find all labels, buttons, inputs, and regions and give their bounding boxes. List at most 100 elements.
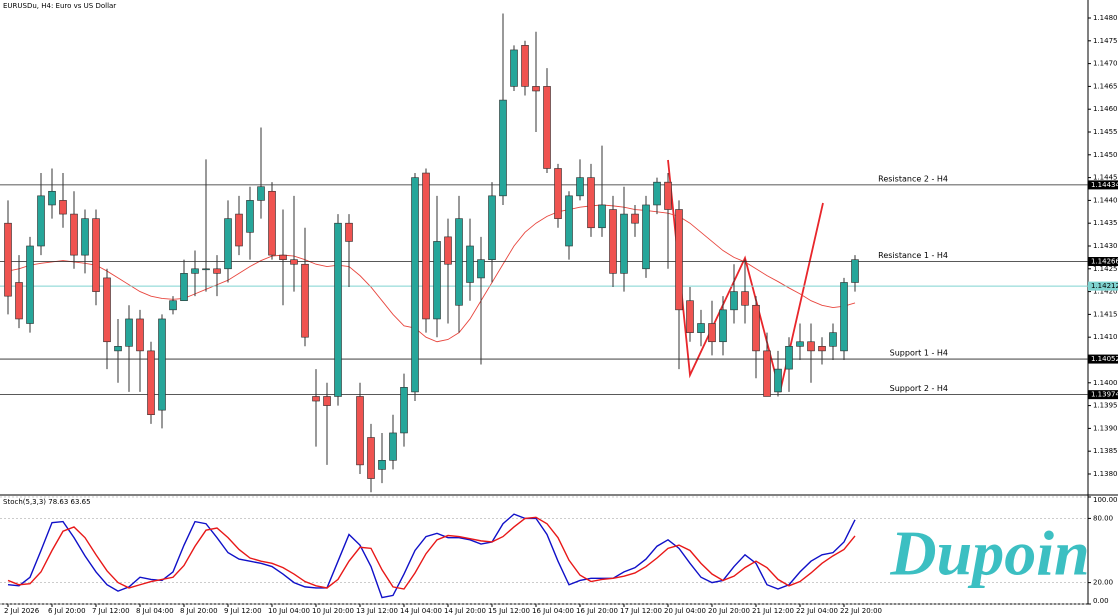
y-tick-label: 1.13800	[1093, 470, 1118, 478]
candle-body	[400, 387, 408, 434]
level-tag	[1088, 180, 1118, 190]
candle-body	[389, 432, 397, 461]
x-tick-label: 20 Jul 20:00	[708, 607, 750, 615]
candle-body	[664, 181, 672, 210]
candle-body	[367, 437, 375, 479]
x-tick-label: 16 Jul 04:00	[532, 607, 574, 615]
candle-body	[345, 222, 353, 242]
candle-body	[763, 350, 771, 397]
candle-body	[334, 222, 342, 397]
candle-body	[444, 236, 452, 265]
candle-body	[807, 341, 815, 352]
candle-body	[356, 396, 364, 466]
candle-body	[312, 396, 320, 402]
candle-body	[81, 218, 89, 256]
y-tick-label: 100.00	[1093, 496, 1118, 504]
candle-body	[477, 259, 485, 279]
level-tag	[1088, 256, 1118, 266]
x-tick-label: 20 Jul 04:00	[664, 607, 706, 615]
stoch-line	[7, 513, 856, 599]
candle-body	[26, 245, 34, 324]
y-tick-label: 1.14350	[1093, 219, 1118, 227]
y-tick-label: 1.14500	[1093, 151, 1118, 159]
y-tick-label: 20.00	[1093, 579, 1113, 587]
candle-body	[59, 200, 67, 215]
x-tick-label: 14 Jul 20:00	[444, 607, 486, 615]
candle-body	[224, 218, 232, 270]
candle-body	[103, 277, 111, 343]
x-tick-label: 6 Jul 20:00	[48, 607, 86, 615]
level-tag-label: 1.14266	[1091, 257, 1118, 265]
candle-body	[521, 45, 529, 87]
candle-body	[653, 181, 661, 206]
x-tick-label: 16 Jul 20:00	[576, 607, 618, 615]
candle-body	[466, 245, 474, 283]
candle-body	[642, 204, 650, 270]
candle-body	[774, 368, 782, 393]
logo: Dupoin	[889, 518, 1089, 589]
candle-body	[92, 218, 100, 292]
y-tick-label: 1.14400	[1093, 196, 1118, 204]
y-tick-label: 1.14100	[1093, 333, 1118, 341]
candle-body	[169, 300, 177, 311]
candle-body	[114, 346, 122, 352]
stoch-line	[7, 516, 856, 590]
price-tag-label: 1.14212	[1091, 282, 1118, 290]
x-tick-label: 14 Jul 04:00	[400, 607, 442, 615]
candle-body	[323, 396, 331, 406]
y-tick-label: 1.13900	[1093, 424, 1118, 432]
y-tick-label: 1.14650	[1093, 82, 1118, 90]
x-tick-label: 9 Jul 12:00	[224, 607, 262, 615]
y-tick-label: 1.14450	[1093, 174, 1118, 182]
candle-body	[532, 86, 540, 92]
level-tag-label: 1.14052	[1091, 355, 1118, 363]
candle-body	[125, 318, 133, 347]
x-tick-label: 8 Jul 20:00	[180, 607, 218, 615]
candle-body	[235, 213, 243, 247]
candle-body	[213, 268, 221, 274]
x-tick-label: 7 Jul 12:00	[92, 607, 130, 615]
candle-body	[829, 332, 837, 347]
candle-body	[268, 190, 276, 256]
y-tick-label: 1.14000	[1093, 379, 1118, 387]
candle-body	[631, 213, 639, 224]
candle-body	[719, 309, 727, 343]
level-name: Support 2 - H4	[890, 384, 948, 393]
level-name: Resistance 1 - H4	[878, 251, 948, 260]
candle-body	[686, 300, 694, 333]
candle-body	[257, 186, 265, 201]
candle-body	[840, 282, 848, 352]
candle-body	[48, 190, 56, 206]
candle-body	[136, 318, 144, 352]
candle-body	[587, 177, 595, 229]
candle-body	[290, 259, 298, 265]
y-tick-label: 1.14700	[1093, 60, 1118, 68]
candle-body	[246, 200, 254, 233]
level-tag-label: 1.14434	[1091, 181, 1118, 189]
candle-body	[675, 209, 683, 311]
candle-body	[620, 213, 628, 274]
candle-body	[708, 323, 716, 343]
candle-body	[554, 168, 562, 219]
candle-body	[301, 263, 309, 338]
candle-body	[543, 86, 551, 169]
x-tick-label: 10 Jul 04:00	[268, 607, 310, 615]
y-tick-label: 1.14600	[1093, 105, 1118, 113]
candle-body	[202, 268, 210, 271]
candle-body	[411, 177, 419, 393]
y-tick-label: 1.14300	[1093, 242, 1118, 250]
y-tick-label: 1.14750	[1093, 37, 1118, 45]
level-name: Resistance 2 - H4	[878, 174, 948, 183]
candle-body	[741, 291, 749, 306]
x-tick-label: 15 Jul 12:00	[488, 607, 530, 615]
level-tag	[1088, 354, 1118, 364]
candle-body	[4, 222, 12, 297]
x-tick-label: 22 Jul 20:00	[840, 607, 882, 615]
candle-body	[279, 254, 287, 260]
candle-body	[158, 318, 166, 411]
candle-body	[70, 213, 78, 256]
y-tick-label: 1.14150	[1093, 310, 1118, 318]
chart-title: EURUSDu, H4: Euro vs US Dollar	[3, 2, 116, 10]
